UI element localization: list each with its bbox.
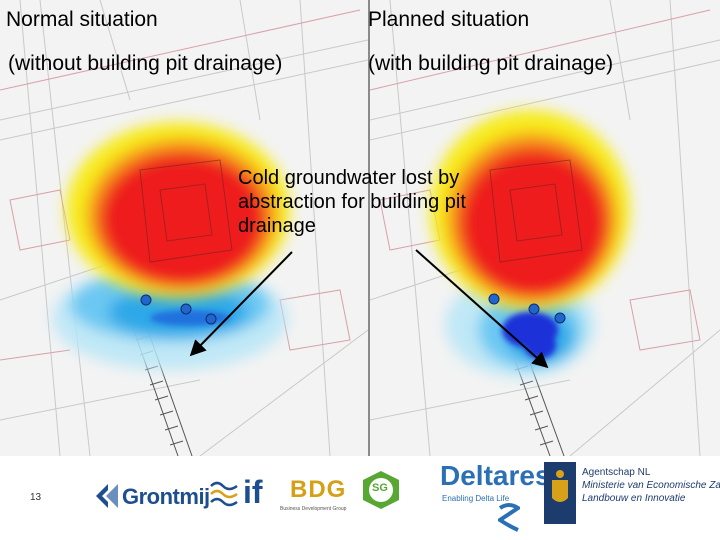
well-dot — [488, 293, 500, 305]
rijksoverheid-crest-icon — [544, 462, 576, 524]
deltares-wave-icon — [498, 503, 520, 532]
well-dot — [528, 303, 540, 315]
sg-badge-icon — [363, 471, 399, 509]
left-panel-title: Normal situation — [6, 8, 158, 31]
panel-divider — [368, 0, 370, 456]
grontmij-mark-icon — [96, 484, 118, 508]
page-number: 13 — [30, 492, 42, 503]
bdg-wordmark: BDG — [290, 476, 347, 503]
right-panel-subtitle: (with building pit drainage) — [368, 52, 614, 75]
if-wave-icon — [209, 478, 239, 512]
map-panel-planned — [370, 0, 720, 456]
map-panel-normal — [0, 0, 368, 456]
well-dot — [140, 294, 152, 306]
building-outline — [139, 159, 233, 263]
deltares-tagline: Enabling Delta Life — [442, 494, 510, 503]
arrow-to-normal-cold-zone — [189, 251, 293, 357]
parcel-lines — [0, 9, 361, 361]
footer-logo-bar: 13 Grontmij if BDG Business Development … — [0, 456, 720, 540]
well-dot — [554, 312, 566, 324]
agentschap-line: Landbouw en Innovatie — [582, 493, 686, 504]
agentschap-text: Agentschap NL Ministerie van Economische… — [582, 466, 720, 505]
agentschap-line: Agentschap NL — [582, 467, 651, 478]
well-dot — [180, 303, 192, 315]
grontmij-logo: Grontmij — [94, 476, 210, 516]
agentschap-line: Ministerie van Economische Zaken, — [582, 480, 720, 491]
wells-planned — [488, 293, 566, 324]
building-outline — [489, 159, 583, 263]
left-panel-subtitle: (without building pit drainage) — [8, 52, 283, 75]
sg-wordmark: SG — [372, 482, 388, 494]
street-lines — [370, 0, 720, 456]
annotation-line: Cold groundwater lost by — [238, 167, 460, 189]
warm-plume-planned — [430, 110, 630, 310]
agentschap-nl-logo: Agentschap NL Ministerie van Economische… — [544, 460, 720, 530]
bdg-subtitle: Business Development Group — [280, 506, 347, 512]
if-wordmark: if — [243, 474, 263, 510]
plume-map-planned — [370, 0, 720, 456]
plume-map-normal — [0, 0, 368, 456]
wells-normal — [140, 294, 217, 325]
warm-plume-normal — [66, 122, 290, 298]
if-logo: if — [209, 474, 277, 518]
annotation-line: drainage — [238, 215, 316, 237]
sg-logo: SG — [362, 470, 402, 512]
annotation-text: Cold groundwater lost by abstraction for… — [238, 166, 466, 238]
street-lines — [0, 0, 368, 456]
right-panel-title: Planned situation — [368, 8, 530, 31]
arrow-to-planned-cold-zone — [415, 249, 549, 369]
map-area: Normal situation Planned situation (with… — [0, 0, 720, 456]
deltares-logo: Deltares Enabling Delta Life — [416, 458, 551, 534]
annotation-line: abstraction for building pit — [238, 191, 466, 213]
bdg-logo: BDG Business Development Group — [280, 474, 358, 520]
deltares-wordmark: Deltares — [440, 460, 551, 491]
grontmij-wordmark: Grontmij — [122, 484, 210, 509]
annotation-arrows — [189, 249, 549, 369]
well-dot — [205, 313, 217, 325]
